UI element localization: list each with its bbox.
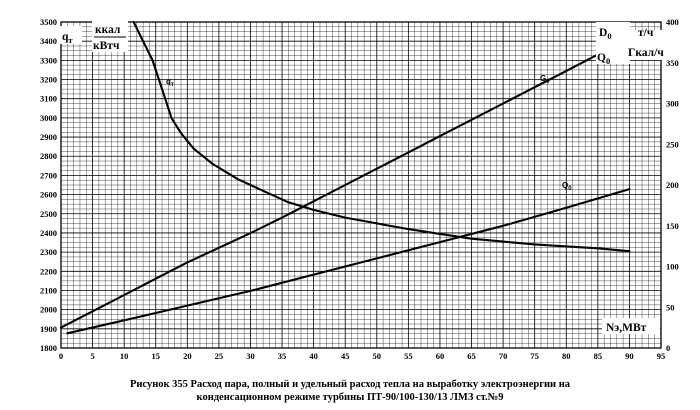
x-tick-label: 5 <box>90 351 94 361</box>
series-g0-steam-flow-line <box>59 37 631 329</box>
y-left-tick-label: 2800 <box>40 151 57 161</box>
y-left-tick-label: 2000 <box>40 305 57 315</box>
x-tick-label: 45 <box>341 351 350 361</box>
y-left-tick-label: 3300 <box>40 55 57 65</box>
y-left-unit-top: ккал <box>95 24 121 36</box>
y-right-tick-label: 200 <box>666 180 679 190</box>
y-right-unit-d: т/ч <box>638 27 654 39</box>
y-left-tick-labels: 1800 1900 2000 2100 2200 2300 2400 2500 2600 2700… <box>40 17 57 353</box>
y-left-tick-label: 3400 <box>40 36 57 46</box>
plot-frame <box>60 21 662 349</box>
x-tick-label: 10 <box>120 351 129 361</box>
y-right-tick-labels: 0 50 100 150 200 250 300 350 400 <box>666 17 679 353</box>
series-layer <box>59 20 631 335</box>
x-tick-label: 70 <box>499 351 508 361</box>
series-label-q: qт <box>166 77 174 88</box>
right-symbols-bg <box>596 22 630 64</box>
x-tick-label: 80 <box>562 351 571 361</box>
q-label-bg <box>60 26 82 44</box>
x-label-bg <box>602 318 660 334</box>
y-left-tick-label: 3000 <box>40 113 57 123</box>
figure-caption-line1: Рисунок 355 Расход пара, полный и удельн… <box>129 379 571 390</box>
x-tick-label: 30 <box>246 351 255 361</box>
y-left-tick-label: 3200 <box>40 75 57 85</box>
y-right-tick-label: 50 <box>666 302 675 312</box>
y-left-tick-label: 3100 <box>40 94 57 104</box>
y-left-tick-label: 2100 <box>40 285 57 295</box>
y-left-tick-label: 2300 <box>40 247 57 257</box>
y-right-symbol-d: D0 <box>599 27 612 41</box>
y-right-symbol-q: Q0 <box>597 52 610 66</box>
y-left-tick-label: 1800 <box>40 343 57 353</box>
y-right-unit-q: Гкал/ч <box>628 47 664 59</box>
x-tick-label: 0 <box>59 351 63 361</box>
x-axis-label: Nэ,МВт <box>606 322 647 334</box>
x-tick-label: 60 <box>436 351 445 361</box>
y-right-tick-label: 100 <box>666 262 679 272</box>
y-left-unit-bg <box>92 20 128 52</box>
y-right-unit-bg <box>628 30 672 60</box>
x-tick-label: 90 <box>625 351 634 361</box>
y-left-tick-label: 2900 <box>40 132 57 142</box>
series-q-specific-heat-line <box>132 20 631 253</box>
y-right-tick-label: 300 <box>666 99 679 109</box>
series-label-q0: Q0 <box>562 181 572 192</box>
x-tick-label: 35 <box>278 351 287 361</box>
y-left-tick-label: 2600 <box>40 190 57 200</box>
grid-minor <box>61 22 661 348</box>
y-left-tick-label: 3500 <box>40 17 57 27</box>
y-left-tick-label: 2400 <box>40 228 57 238</box>
x-tick-label: 25 <box>215 351 224 361</box>
y-left-unit-bottom: кВтч <box>93 40 120 52</box>
x-tick-label: 15 <box>151 351 160 361</box>
x-tick-label: 50 <box>373 351 382 361</box>
x-tick-label: 55 <box>404 351 413 361</box>
y-left-tick-label: 2500 <box>40 209 57 219</box>
series-label-g: G0 <box>540 74 550 85</box>
figure-caption-line2: конденсационном режиме турбины ПТ-90/100… <box>196 392 504 403</box>
x-tick-label: 20 <box>183 351 192 361</box>
x-tick-label: 95 <box>657 351 666 361</box>
y-left-tick-label: 2200 <box>40 266 57 276</box>
y-right-tick-label: 350 <box>666 58 679 68</box>
x-tick-labels: 0 5 10 15 20 25 30 35 40 45 50 55 60 65 70 75 80 85 90 95 <box>59 351 665 361</box>
y-left-tick-label: 2700 <box>40 170 57 180</box>
y-right-tick-label: 150 <box>666 221 679 231</box>
y-left-tick-label: 1900 <box>40 324 57 334</box>
y-left-symbol: qт <box>62 31 73 45</box>
x-tick-label: 85 <box>594 351 603 361</box>
series-q0-heat-flow-line <box>66 188 631 335</box>
x-tick-label: 65 <box>467 351 476 361</box>
y-right-tick-label: 250 <box>666 139 679 149</box>
x-tick-label: 75 <box>530 351 539 361</box>
y-right-tick-label: 0 <box>666 343 670 353</box>
y-right-tick-label: 400 <box>666 17 679 27</box>
x-tick-label: 40 <box>309 351 318 361</box>
